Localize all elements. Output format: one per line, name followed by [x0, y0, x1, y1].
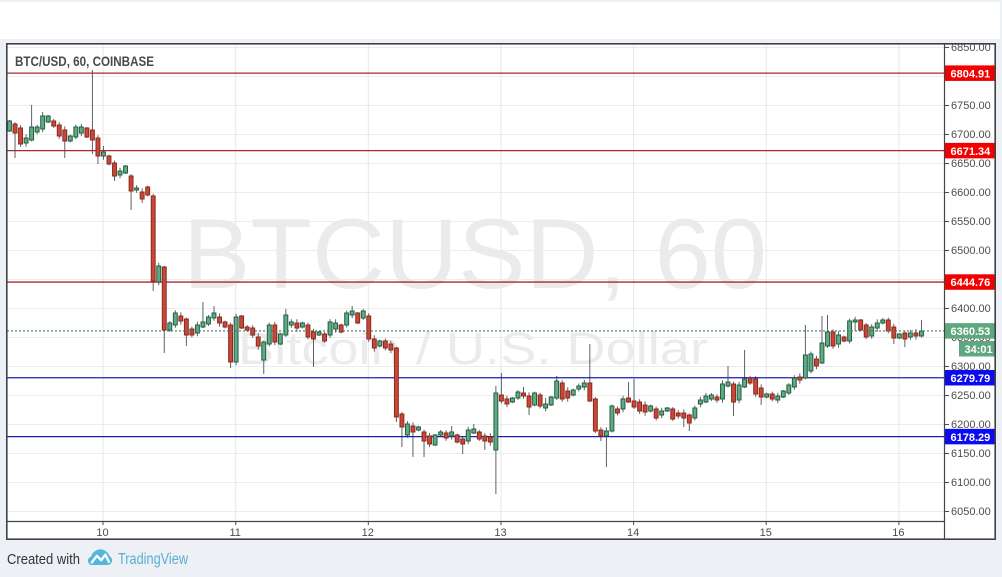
svg-text:Bitcoin / U.S. Dollar: Bitcoin / U.S. Dollar	[238, 323, 708, 374]
svg-text:6279.79: 6279.79	[951, 373, 991, 385]
svg-text:6804.91: 6804.91	[951, 68, 991, 80]
svg-text:12: 12	[362, 527, 374, 539]
svg-text:6360.53: 6360.53	[951, 326, 991, 338]
svg-text:6050.00: 6050.00	[951, 506, 991, 518]
svg-text:11: 11	[229, 527, 240, 539]
svg-text:BTC/USD, 60, COINBASE: BTC/USD, 60, COINBASE	[15, 53, 154, 69]
svg-text:6178.29: 6178.29	[951, 432, 991, 444]
svg-text:6500.00: 6500.00	[951, 245, 991, 257]
svg-text:15: 15	[760, 527, 772, 539]
svg-text:Created with: Created with	[7, 551, 80, 568]
svg-text:6700.00: 6700.00	[951, 129, 991, 141]
svg-text:6400.00: 6400.00	[951, 303, 991, 315]
svg-text:6600.00: 6600.00	[951, 187, 991, 199]
svg-text:6550.00: 6550.00	[951, 216, 991, 228]
svg-text:6671.34: 6671.34	[951, 146, 992, 158]
svg-text:6444.76: 6444.76	[951, 277, 991, 289]
svg-text:6150.00: 6150.00	[951, 448, 991, 460]
svg-text:16: 16	[892, 527, 904, 539]
svg-text:6250.00: 6250.00	[951, 390, 991, 402]
svg-text:6200.00: 6200.00	[951, 419, 991, 431]
svg-text:BTCUSD, 60: BTCUSD, 60	[183, 198, 767, 309]
svg-text:TradingView: TradingView	[118, 551, 189, 568]
svg-text:14: 14	[627, 527, 639, 539]
svg-text:6750.00: 6750.00	[951, 100, 991, 112]
svg-text:6100.00: 6100.00	[951, 477, 991, 489]
svg-text:13: 13	[494, 527, 506, 539]
svg-text:6650.00: 6650.00	[951, 158, 991, 170]
svg-text:10: 10	[96, 527, 108, 539]
svg-text:6850.00: 6850.00	[951, 42, 991, 54]
svg-text:34:01: 34:01	[965, 344, 993, 356]
